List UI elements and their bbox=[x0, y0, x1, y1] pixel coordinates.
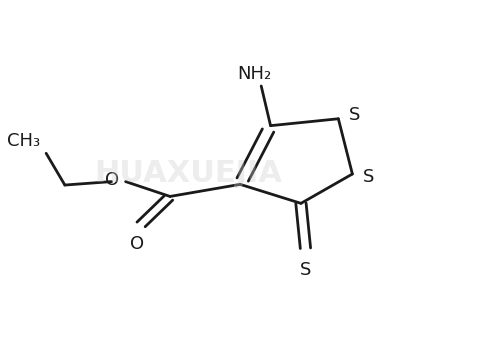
Text: S: S bbox=[363, 168, 374, 187]
Text: CH₃: CH₃ bbox=[7, 132, 40, 150]
Text: NH₂: NH₂ bbox=[237, 64, 271, 82]
Text: O: O bbox=[130, 236, 144, 253]
Text: O: O bbox=[106, 171, 120, 189]
Text: S: S bbox=[300, 261, 312, 279]
Text: HUAXUEJIA: HUAXUEJIA bbox=[95, 159, 283, 189]
Text: S: S bbox=[348, 106, 360, 124]
